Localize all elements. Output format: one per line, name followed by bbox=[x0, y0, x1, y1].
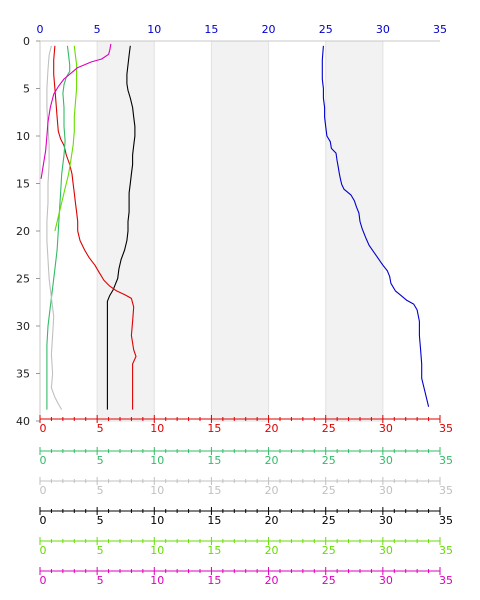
bottom-axis-tick-label: 10 bbox=[150, 422, 164, 435]
bottom-axis-tick-label: 0 bbox=[40, 574, 47, 587]
depth-axis-tick-label: 10 bbox=[16, 130, 30, 143]
bottom-axis-tick-label: 10 bbox=[150, 514, 164, 527]
series-line-4 bbox=[46, 45, 63, 410]
bottom-axis-tick-label: 30 bbox=[379, 544, 393, 557]
bottom-axis-tick-label: 15 bbox=[207, 422, 221, 435]
bottom-axis-tick-label: 10 bbox=[150, 544, 164, 557]
bottom-axis-0 bbox=[39, 415, 441, 423]
top-axis-tick-label: 15 bbox=[204, 23, 218, 36]
series-line-5 bbox=[54, 45, 78, 232]
bottom-axis-tick-label: 20 bbox=[265, 514, 279, 527]
depth-axis-tick-label: 25 bbox=[16, 273, 30, 286]
bottom-axis-tick-label: 20 bbox=[265, 544, 279, 557]
bottom-axis-tick-label: 35 bbox=[439, 484, 453, 497]
bottom-axis-tick-label: 15 bbox=[207, 484, 221, 497]
bottom-axis-tick-label: 15 bbox=[207, 574, 221, 587]
bottom-axis-5 bbox=[39, 567, 441, 575]
bottom-axis-tick-label: 0 bbox=[40, 484, 47, 497]
depth-axis-tick-label: 15 bbox=[16, 178, 30, 191]
top-axis-tick-label: 35 bbox=[433, 23, 447, 36]
bottom-axis-tick-label: 10 bbox=[150, 574, 164, 587]
bottom-axis-tick-label: 20 bbox=[265, 422, 279, 435]
bottom-axis-tick-label: 25 bbox=[322, 484, 336, 497]
bottom-axis-tick-label: 30 bbox=[379, 454, 393, 467]
bottom-axis-tick-label: 0 bbox=[40, 544, 47, 557]
bottom-axis-tick-label: 10 bbox=[150, 484, 164, 497]
shaded-band-1 bbox=[210, 40, 270, 422]
bottom-axis-tick-label: 20 bbox=[265, 454, 279, 467]
depth-axis-tick-label: 0 bbox=[23, 35, 30, 48]
bottom-axis-tick-label: 5 bbox=[97, 484, 104, 497]
top-axis-tick-label: 0 bbox=[37, 23, 44, 36]
top-axis-tick-label: 30 bbox=[376, 23, 390, 36]
bottom-axis-tick-label: 5 bbox=[97, 544, 104, 557]
shaded-band-2 bbox=[325, 40, 384, 422]
bottom-axis-tick-label: 35 bbox=[439, 544, 453, 557]
series-line-1 bbox=[106, 45, 136, 410]
bottom-axis-tick-label: 10 bbox=[150, 454, 164, 467]
depth-axis-tick-label: 35 bbox=[16, 368, 30, 381]
bottom-axis-tick-label: 30 bbox=[379, 422, 393, 435]
bottom-axis-tick-label: 30 bbox=[379, 484, 393, 497]
bottom-axis-tick-label: 35 bbox=[439, 514, 453, 527]
top-axis-tick-label: 20 bbox=[262, 23, 276, 36]
bottom-axis-tick-label: 35 bbox=[439, 454, 453, 467]
series-line-0 bbox=[321, 45, 430, 407]
top-axis-tick-label: 10 bbox=[147, 23, 161, 36]
bottom-axis-tick-label: 35 bbox=[439, 422, 453, 435]
bottom-axis-tick-label: 25 bbox=[322, 422, 336, 435]
bottom-axis-tick-label: 20 bbox=[265, 574, 279, 587]
bottom-axis-tick-label: 5 bbox=[97, 422, 104, 435]
depth-axis-tick-label: 20 bbox=[16, 225, 30, 238]
bottom-axis-tick-label: 25 bbox=[322, 454, 336, 467]
top-axis-tick-label: 25 bbox=[319, 23, 333, 36]
bottom-axis-4 bbox=[39, 537, 441, 545]
bottom-axis-tick-label: 5 bbox=[97, 574, 104, 587]
bottom-axis-tick-label: 30 bbox=[379, 514, 393, 527]
depth-axis-tick-label: 30 bbox=[16, 320, 30, 333]
series-line-2 bbox=[53, 45, 137, 410]
bottom-axis-tick-label: 25 bbox=[322, 514, 336, 527]
bottom-axis-tick-label: 0 bbox=[40, 422, 47, 435]
shaded-band-0 bbox=[96, 40, 155, 422]
bottom-axis-tick-label: 35 bbox=[439, 574, 453, 587]
bottom-axis-tick-label: 15 bbox=[207, 514, 221, 527]
bottom-axis-tick-label: 30 bbox=[379, 574, 393, 587]
bottom-axis-tick-label: 25 bbox=[322, 574, 336, 587]
bottom-axis-tick-label: 5 bbox=[97, 514, 104, 527]
bottom-axis-tick-label: 0 bbox=[40, 454, 47, 467]
bottom-axis-2 bbox=[39, 477, 441, 485]
depth-axis-tick-label: 5 bbox=[23, 83, 30, 96]
depth-axis-tick-label: 40 bbox=[16, 415, 30, 428]
bottom-axis-tick-label: 15 bbox=[207, 544, 221, 557]
bottom-axis-1 bbox=[39, 447, 441, 455]
series-line-6 bbox=[40, 43, 112, 179]
bottom-axis-tick-label: 0 bbox=[40, 514, 47, 527]
top-axis-tick-label: 5 bbox=[94, 23, 101, 36]
bottom-axis-tick-label: 15 bbox=[207, 454, 221, 467]
series-line-3 bbox=[46, 45, 71, 410]
bottom-axis-3 bbox=[39, 507, 441, 515]
bottom-axis-tick-label: 20 bbox=[265, 484, 279, 497]
bottom-axis-tick-label: 5 bbox=[97, 454, 104, 467]
bottom-axis-tick-label: 25 bbox=[322, 544, 336, 557]
